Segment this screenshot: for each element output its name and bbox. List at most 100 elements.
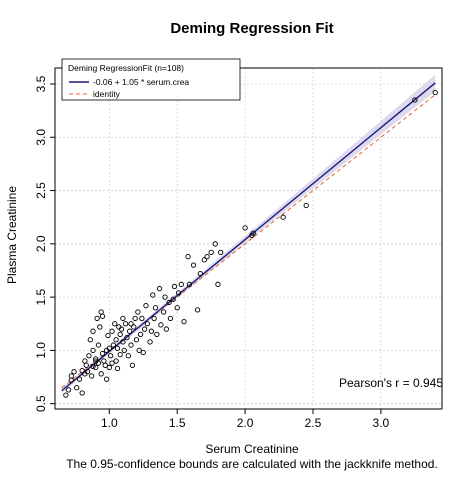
data-point [178,281,184,287]
data-point [166,299,172,306]
data-point [151,315,157,322]
data-point [118,326,125,332]
data-point [141,326,148,332]
data-point [90,328,96,334]
data-point [154,331,160,338]
x-tick-label: 2.5 [305,416,322,430]
data-point [147,339,153,345]
data-point [197,271,203,277]
plot-frame [54,67,443,410]
y-tick-label: 1.0 [34,342,48,359]
data-point [103,376,110,382]
legend-title: Deming RegressionFit (n=108) [68,63,184,73]
data-points [63,89,438,398]
y-tick-label: 3.5 [34,75,48,92]
data-point [174,305,180,311]
y-axis-label: Plasma Creatinine [5,186,19,284]
data-point [117,352,123,358]
data-point [201,257,208,263]
data-point [95,342,102,348]
data-point [94,315,100,322]
data-point [93,356,99,362]
data-point [131,324,137,330]
data-point [135,309,141,315]
data-point [110,342,117,348]
chart-caption: The 0.95-confidence bounds are calculate… [66,457,438,471]
data-point [114,345,121,351]
data-point [98,309,104,315]
data-point [144,321,150,327]
legend-label-identity: identity [93,89,121,99]
data-point [114,365,121,372]
data-point [99,350,106,357]
data-point [132,315,138,322]
pearson-correlation-annotation: Pearson's r = 0.945 [339,376,443,390]
data-point [117,331,123,338]
data-point [86,353,92,359]
data-point [63,392,69,398]
data-point [83,362,89,368]
data-point [71,369,77,375]
data-point [218,249,224,256]
data-point [124,334,130,341]
data-point [102,362,108,368]
data-point [84,369,91,375]
data-point [250,230,256,236]
y-tick-label: 1.5 [34,288,48,305]
y-tick-label: 3.0 [34,129,48,146]
confidence-band [61,74,436,394]
data-point [89,373,95,379]
data-point [170,296,176,302]
data-point [68,373,74,379]
y-tick-label: 2.0 [34,235,48,252]
data-point [122,321,129,327]
data-point [106,364,112,371]
data-point [139,315,145,322]
data-point [98,371,104,377]
data-point [212,241,218,247]
data-point [129,362,136,368]
data-point [99,313,106,319]
data-point [79,367,85,374]
data-point [215,281,221,287]
data-point [190,262,197,268]
data-point [128,342,134,348]
x-axis: 1.0 1.5 2.0 2.5 3.0 [101,409,390,430]
data-point [432,89,438,96]
data-point [125,353,131,359]
regression-fit-line [61,82,436,392]
x-axis-label: Serum Creatinine [205,442,299,456]
data-point [181,318,187,325]
data-point [120,339,126,345]
data-point [194,307,201,313]
data-point [148,328,155,334]
data-point [82,358,88,364]
data-point [112,321,118,327]
data-point [412,97,418,103]
data-point [171,283,178,290]
data-point [167,315,174,322]
data-point [90,347,96,354]
data-point [158,322,164,328]
y-axis: 0.5 1.0 1.5 2.0 2.5 3.0 3.5 [34,75,55,412]
data-point [108,353,114,359]
data-point [113,358,119,364]
x-tick-label: 1.0 [101,416,118,430]
legend-label-fit: -0.06 + 1.05 * serum.crea [93,77,189,87]
data-point [90,363,96,370]
data-point [280,214,286,220]
data-point [109,360,115,366]
data-point [143,302,149,309]
data-point [87,337,93,343]
data-point [204,253,210,260]
data-point [156,285,163,292]
x-tick-label: 2.0 [237,416,254,430]
data-point [120,315,126,322]
data-point [208,249,214,256]
data-point [93,364,99,371]
data-point [65,387,72,393]
data-point [163,326,169,332]
data-point [97,324,103,330]
data-point [101,358,107,364]
